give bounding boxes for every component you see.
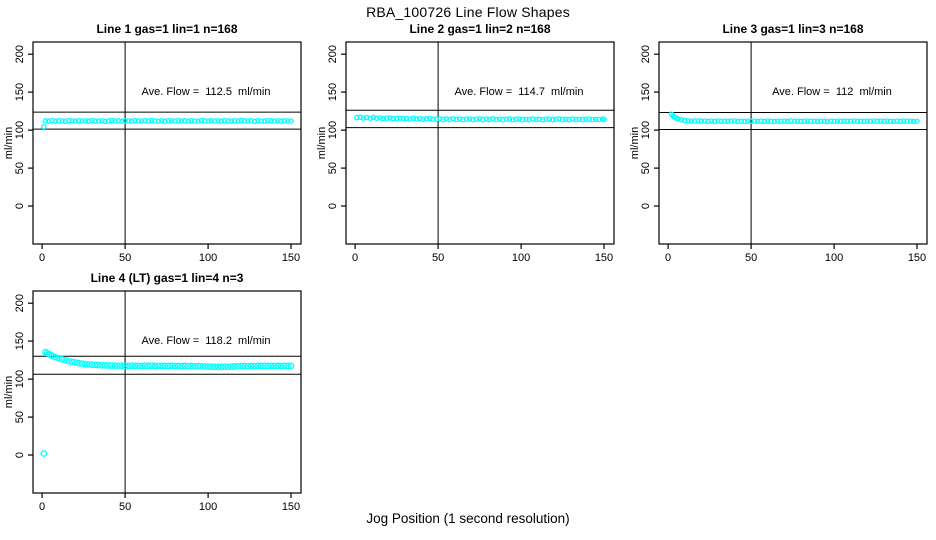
svg-text:50: 50: [640, 162, 652, 174]
plot-box: [345, 41, 615, 245]
plot-title: Line 3 gas=1 lin=3 n=168: [722, 22, 864, 36]
svg-text:200: 200: [14, 45, 26, 63]
svg-text:0: 0: [640, 203, 652, 209]
svg-text:0: 0: [352, 252, 358, 264]
plot-panel-line1: Line 1 gas=1 lin=1 n=168 Ave. Flow = 112…: [3, 22, 301, 244]
svg-text:150: 150: [282, 501, 300, 513]
svg-text:50: 50: [119, 252, 131, 264]
plot-1: 0 50 100 150 0 50 100 150 200: [14, 41, 302, 264]
plot-title: Line 1 gas=1 lin=1 n=168: [96, 22, 238, 36]
plot-title: Line 4 (LT) gas=1 lin=4 n=3: [90, 271, 244, 285]
plot-panel-line2: Line 2 gas=1 lin=2 n=168 Ave. Flow = 114…: [316, 22, 614, 244]
svg-text:150: 150: [595, 252, 613, 264]
plot-2: 0 50 100 150 0 50 100 150 200: [327, 41, 615, 264]
data-points: [41, 117, 294, 130]
x-axis-label: Jog Position (1 second resolution): [366, 511, 570, 526]
data-points: [40, 348, 295, 457]
x-axis-ticks: 0 50 100 150: [39, 244, 300, 264]
data-points: [354, 114, 607, 123]
svg-text:150: 150: [640, 83, 652, 101]
plot-box: [658, 41, 928, 245]
svg-text:50: 50: [14, 162, 26, 174]
svg-text:0: 0: [665, 252, 671, 264]
svg-text:50: 50: [14, 411, 26, 423]
svg-text:100: 100: [199, 501, 217, 513]
y-axis-ticks: 0 50 100 150 200: [14, 294, 33, 458]
plot-box: [32, 290, 302, 494]
svg-text:150: 150: [282, 252, 300, 264]
reference-lines: [33, 291, 301, 493]
svg-text:100: 100: [640, 121, 652, 139]
ave-flow-annotation: Ave. Flow = 114.7 ml/min: [454, 86, 584, 98]
svg-text:150: 150: [908, 252, 926, 264]
svg-text:0: 0: [14, 452, 26, 458]
plot-title: Line 2 gas=1 lin=2 n=168: [409, 22, 551, 36]
y-axis-ticks: 0 50 100 150 200: [640, 45, 659, 209]
ave-flow-annotation: Ave. Flow = 112.5 ml/min: [141, 86, 271, 98]
svg-text:100: 100: [825, 252, 843, 264]
reference-lines: [33, 42, 301, 244]
svg-text:50: 50: [432, 252, 444, 264]
svg-text:100: 100: [512, 252, 530, 264]
y-axis-label-text: ml/min: [3, 126, 15, 160]
svg-text:100: 100: [14, 121, 26, 139]
y-axis-label-text: ml/min: [629, 126, 641, 160]
reference-lines: [346, 42, 614, 244]
svg-text:200: 200: [640, 45, 652, 63]
plot-3: 0 50 100 150 0 50 100 150 200: [640, 41, 928, 264]
svg-text:0: 0: [39, 252, 45, 264]
x-axis-ticks: 0 50 100 150: [39, 493, 300, 513]
y-axis-label-text: ml/min: [3, 375, 15, 409]
svg-text:150: 150: [14, 332, 26, 350]
plot-box: [32, 41, 302, 245]
y-axis-ticks: 0 50 100 150 200: [327, 45, 346, 209]
svg-text:0: 0: [327, 203, 339, 209]
ave-flow-annotation: Ave. Flow = 118.2 ml/min: [141, 335, 271, 347]
svg-text:50: 50: [745, 252, 757, 264]
svg-text:200: 200: [327, 45, 339, 63]
y-axis-ticks: 0 50 100 150 200: [14, 45, 33, 209]
svg-text:200: 200: [14, 294, 26, 312]
plot-panel-line4: Line 4 (LT) gas=1 lin=4 n=3 Ave. Flow = …: [3, 271, 301, 493]
y-axis-label-text: ml/min: [316, 126, 328, 160]
reference-lines: [659, 42, 927, 244]
svg-text:0: 0: [39, 501, 45, 513]
x-axis-ticks: 0 50 100 150: [352, 244, 613, 264]
svg-text:150: 150: [327, 83, 339, 101]
x-axis-ticks: 0 50 100 150: [665, 244, 926, 264]
svg-text:100: 100: [14, 370, 26, 388]
svg-text:0: 0: [14, 203, 26, 209]
ave-flow-annotation: Ave. Flow = 112 ml/min: [772, 86, 892, 98]
svg-text:100: 100: [327, 121, 339, 139]
svg-text:50: 50: [119, 501, 131, 513]
svg-text:100: 100: [199, 252, 217, 264]
data-points: [668, 111, 920, 125]
plot-panel-line3: Line 3 gas=1 lin=3 n=168 Ave. Flow = 112…: [629, 22, 927, 244]
svg-text:150: 150: [14, 83, 26, 101]
plot-4: 0 50 100 150 0 50 100 150 200: [14, 290, 302, 513]
chart-main-title: RBA_100726 Line Flow Shapes: [366, 4, 570, 20]
svg-text:50: 50: [327, 162, 339, 174]
